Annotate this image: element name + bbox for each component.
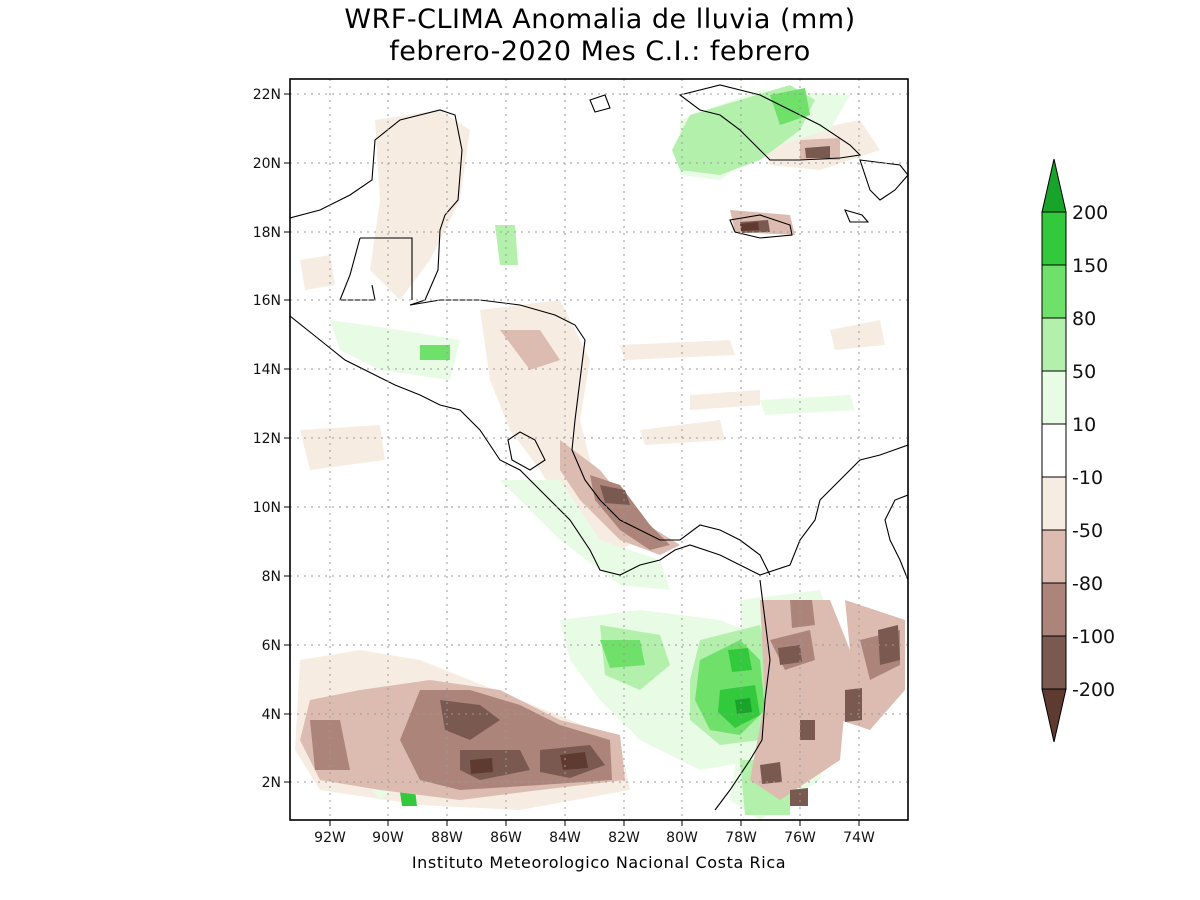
lat-label-20n: 20N: [253, 156, 281, 172]
lon-label-84w: 84W: [549, 830, 581, 846]
colorbar-label: 150: [1072, 255, 1108, 277]
lat-label-10n: 10N: [253, 500, 281, 516]
anomaly-extreme-negative: [470, 222, 759, 774]
lon-label-82w: 82W: [608, 830, 640, 846]
lat-label-12n: 12N: [253, 431, 281, 447]
credit-line: Instituto Meteorologico Nacional Costa R…: [411, 853, 787, 872]
lat-label-6n: 6N: [262, 638, 281, 654]
map-title-line2: febrero-2020 Mes C.I.: febrero: [389, 36, 811, 67]
colorbar-label: -10: [1072, 467, 1103, 489]
lat-labels: 22N 20N 18N 16N 14N 12N 10N 8N 6N 4N 2N: [253, 87, 281, 791]
colorbar-swatch: [1041, 317, 1067, 372]
colorbar: 200 150 80 50 10 -10 -50 -80 -100 -200: [1041, 158, 1115, 743]
lat-label-16n: 16N: [253, 293, 281, 309]
map-frame: [289, 78, 909, 821]
lon-label-76w: 76W: [784, 830, 816, 846]
lat-label-18n: 18N: [253, 225, 281, 241]
map-field: [290, 84, 908, 820]
colorbar-swatch: [1041, 211, 1067, 266]
lat-label-8n: 8N: [262, 569, 281, 585]
lon-label-80w: 80W: [666, 830, 698, 846]
colorbar-label: -100: [1072, 626, 1115, 648]
lon-label-86w: 86W: [490, 830, 522, 846]
lon-label-90w: 90W: [372, 830, 404, 846]
colorbar-label: 200: [1072, 202, 1108, 224]
colorbar-arrow-top: [1041, 158, 1067, 213]
lon-label-74w: 74W: [843, 830, 875, 846]
lat-label-4n: 4N: [262, 707, 281, 723]
colorbar-swatch: [1041, 423, 1067, 478]
colorbar-swatch: [1041, 635, 1067, 690]
colorbar-label: 10: [1072, 414, 1096, 436]
colorbar-swatch: [1041, 476, 1067, 531]
lon-label-92w: 92W: [314, 830, 346, 846]
colorbar-swatch: [1041, 264, 1067, 319]
colorbar-swatch: [1041, 370, 1067, 425]
lon-labels: 92W 90W 88W 86W 84W 82W 80W 78W 76W 74W: [314, 830, 875, 846]
lon-tick-marks: [329, 820, 860, 826]
coastlines-and-borders: [290, 84, 908, 811]
lat-tick-marks: [284, 93, 290, 783]
map-title-line1: WRF-CLIMA Anomalia de lluvia (mm): [344, 4, 856, 35]
colorbar-label: -200: [1072, 679, 1115, 701]
colorbar-label: -50: [1072, 520, 1103, 542]
colorbar-label: -80: [1072, 573, 1103, 595]
colorbar-swatch: [1041, 582, 1067, 637]
colorbar-arrow-bottom: [1041, 688, 1067, 743]
colorbar-swatch: [1041, 529, 1067, 584]
lon-label-88w: 88W: [431, 830, 463, 846]
colorbar-label: 50: [1072, 361, 1096, 383]
lat-label-14n: 14N: [253, 362, 281, 378]
lon-label-78w: 78W: [725, 830, 757, 846]
lat-label-2n: 2N: [262, 775, 281, 791]
map-gridlines: [290, 79, 908, 820]
lat-label-22n: 22N: [253, 87, 281, 103]
colorbar-label: 80: [1072, 308, 1096, 330]
